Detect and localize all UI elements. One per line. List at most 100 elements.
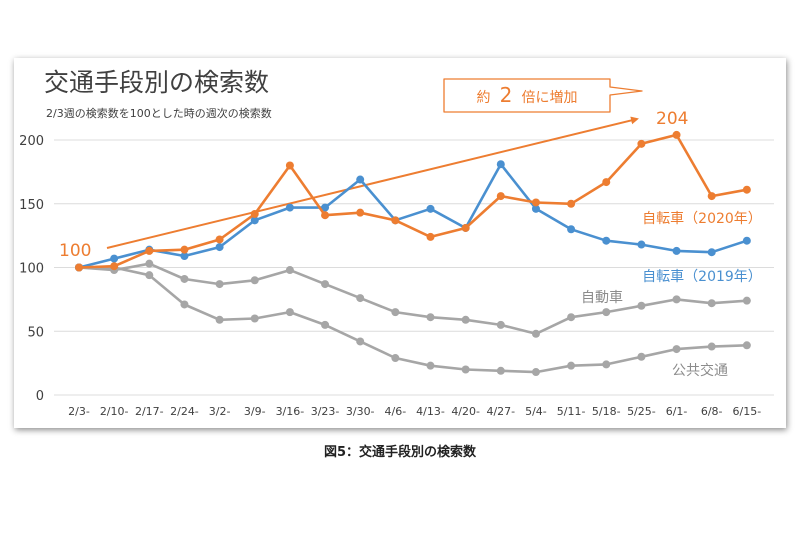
data-point: [356, 208, 365, 217]
series-label: 自動車: [581, 289, 623, 306]
data-point: [215, 315, 224, 324]
series-line: [78, 162, 748, 269]
y-axis-ticks: 0 50 100 150 200: [19, 134, 44, 404]
data-point: [602, 308, 611, 317]
series-layer: [75, 130, 751, 377]
data-point: [672, 345, 681, 354]
data-point: [321, 280, 330, 289]
series-3: [75, 263, 751, 377]
data-point: [461, 223, 470, 232]
data-point: [321, 320, 330, 329]
data-point: [707, 342, 716, 351]
data-point: [215, 280, 224, 289]
data-point: [461, 315, 470, 324]
grid-lines: [54, 139, 774, 396]
data-point: [707, 192, 716, 201]
x-tick-label: 2/10-: [100, 405, 129, 418]
data-point: [180, 252, 189, 261]
x-tick-label: 4/27-: [486, 405, 515, 418]
series-line: [79, 266, 747, 374]
data-point: [531, 198, 540, 207]
series-label: 自転車（2019年）: [642, 268, 762, 285]
x-tick-label: 5/4-: [525, 405, 547, 418]
data-point: [567, 225, 576, 234]
trend-arrow: [106, 116, 639, 249]
data-point: [496, 320, 505, 329]
data-point: [742, 236, 751, 245]
y-tick-label: 100: [19, 262, 44, 277]
data-point: [496, 160, 505, 169]
y-tick-label: 200: [19, 134, 44, 149]
data-point: [602, 236, 611, 245]
data-point: [637, 240, 646, 249]
data-point: [672, 246, 681, 255]
data-point: [321, 203, 330, 212]
data-point: [145, 271, 154, 280]
data-point: [461, 365, 470, 374]
data-point: [637, 139, 646, 148]
figure-caption: 図5：交通手段別の検索数: [323, 445, 477, 460]
series-label: 公共交通: [672, 362, 728, 379]
series-0: [75, 130, 751, 272]
data-point: [180, 274, 189, 283]
x-tick-label: 4/6-: [385, 405, 407, 418]
data-point: [285, 161, 294, 170]
data-point: [391, 216, 400, 225]
data-point: [637, 301, 646, 310]
x-tick-label: 5/18-: [592, 405, 621, 418]
series-line: [78, 262, 747, 336]
start-value-label: 100: [59, 241, 91, 261]
data-point: [742, 341, 751, 350]
data-point: [215, 235, 224, 244]
data-point: [356, 337, 365, 346]
x-tick-label: 5/25-: [627, 405, 656, 418]
data-point: [250, 209, 259, 218]
x-tick-label: 5/11-: [557, 405, 586, 418]
callout-suffix: 倍に増加: [521, 90, 577, 106]
x-tick-label: 6/8-: [701, 405, 723, 418]
y-tick-label: 150: [19, 198, 44, 213]
data-point: [426, 361, 435, 370]
svg-text:約 2 倍に増加: 約 2 倍に増加: [477, 83, 578, 107]
data-point: [391, 354, 400, 363]
data-point: [567, 199, 576, 208]
callout-prefix: 約: [477, 90, 491, 106]
data-point: [567, 361, 576, 370]
data-point: [672, 130, 681, 139]
line-chart: 交通手段別の検索数 2/3週の検索数を100とした時の週次の検索数 0 50 100…: [19, 68, 774, 418]
data-point: [531, 368, 540, 377]
data-point: [391, 308, 400, 317]
x-tick-label: 2/3-: [68, 405, 90, 418]
series-label: 自転車（2020年）: [642, 210, 762, 227]
data-point: [637, 352, 646, 361]
data-point: [250, 314, 259, 323]
data-point: [707, 299, 716, 308]
x-tick-label: 4/13-: [416, 405, 445, 418]
data-point: [567, 313, 576, 322]
data-point: [426, 232, 435, 241]
data-point: [215, 243, 224, 252]
data-point: [707, 248, 716, 257]
chart-card: 交通手段別の検索数 2/3週の検索数を100とした時の週次の検索数 0 50 100…: [14, 58, 786, 428]
chart-title: 交通手段別の検索数: [44, 68, 269, 97]
data-point: [145, 246, 154, 255]
x-tick-label: 2/17-: [135, 405, 164, 418]
data-point: [321, 211, 330, 220]
x-axis-ticks: 2/3- 2/10- 2/17- 2/24- 3/2- 3/9- 3/16- 3/23- 3/3…: [68, 405, 761, 418]
data-point: [285, 308, 294, 317]
y-tick-label: 0: [36, 389, 44, 404]
data-point: [602, 360, 611, 369]
x-tick-label: 3/23-: [311, 405, 340, 418]
data-point: [110, 254, 119, 263]
chart-subtitle: 2/3週の検索数を100とした時の週次の検索数: [46, 106, 272, 120]
data-point: [742, 185, 751, 194]
data-point: [742, 296, 751, 305]
x-tick-label: 2/24-: [170, 405, 199, 418]
x-tick-label: 4/20-: [451, 405, 480, 418]
data-point: [110, 262, 119, 271]
data-point: [356, 294, 365, 303]
data-point: [496, 192, 505, 201]
data-point: [145, 259, 154, 268]
x-tick-label: 6/1-: [666, 405, 688, 418]
series-1: [75, 160, 751, 272]
